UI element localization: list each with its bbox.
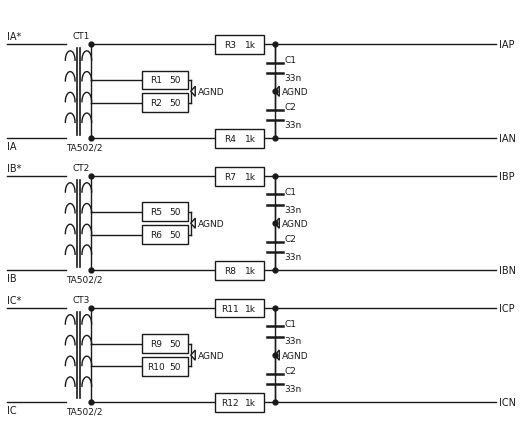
Text: IC: IC [7,405,16,415]
Text: C2: C2 [284,234,296,243]
Polygon shape [191,219,195,229]
Text: R8: R8 [224,266,236,275]
Text: 33n: 33n [284,205,302,214]
Polygon shape [191,87,195,97]
Polygon shape [275,350,279,360]
Text: TA502/2: TA502/2 [66,143,103,152]
Text: R3: R3 [224,41,236,49]
Text: 50: 50 [170,339,181,349]
Text: C2: C2 [284,366,296,375]
Text: IA*: IA* [7,32,21,42]
Text: CT2: CT2 [73,164,90,173]
Text: R6: R6 [150,230,162,240]
Text: IBN: IBN [499,266,516,276]
Text: 50: 50 [170,99,181,108]
Text: 33n: 33n [284,252,302,261]
Bar [215,299,264,318]
Text: ICP: ICP [499,304,514,313]
Text: R9: R9 [150,339,162,349]
Text: CT3: CT3 [72,296,90,304]
Bar [215,261,264,280]
Text: AGND: AGND [198,219,224,228]
Bar [142,226,188,244]
Text: TA502/2: TA502/2 [66,275,103,283]
Text: IAP: IAP [499,40,514,50]
Text: 50: 50 [170,208,181,217]
Polygon shape [275,219,279,229]
Text: R2: R2 [150,99,162,108]
Text: 33n: 33n [284,384,302,393]
Text: 1k: 1k [245,304,256,313]
Text: C1: C1 [284,56,296,65]
Text: IC*: IC* [7,296,21,305]
Text: 1k: 1k [245,266,256,275]
Bar [142,335,188,353]
Bar [142,203,188,222]
Text: R7: R7 [224,172,236,181]
Text: 33n: 33n [284,120,302,130]
Text: C1: C1 [284,187,296,196]
Text: C1: C1 [284,319,296,328]
Text: IAN: IAN [499,134,516,144]
Text: 50: 50 [170,362,181,371]
Text: 1k: 1k [245,172,256,181]
Text: 50: 50 [170,76,181,85]
Text: CT1: CT1 [72,32,90,41]
Text: AGND: AGND [282,88,309,96]
Text: 33n: 33n [284,74,302,82]
Text: AGND: AGND [198,351,224,360]
Bar [215,35,264,54]
Text: AGND: AGND [282,219,309,228]
Text: 1k: 1k [245,41,256,49]
Text: R5: R5 [150,208,162,217]
Bar [215,393,264,412]
Text: IBP: IBP [499,172,514,182]
Text: C2: C2 [284,102,296,112]
Text: AGND: AGND [282,351,309,360]
Text: IA: IA [7,142,16,152]
Text: R11: R11 [221,304,239,313]
Text: R4: R4 [224,134,236,144]
Text: ICN: ICN [499,397,516,407]
Text: 1k: 1k [245,398,256,407]
Bar [142,71,188,90]
Text: AGND: AGND [198,88,224,96]
Text: IB*: IB* [7,164,21,174]
Polygon shape [275,87,279,97]
Text: IB: IB [7,273,16,283]
Text: TA502/2: TA502/2 [66,406,103,415]
Bar [215,167,264,186]
Text: R10: R10 [147,362,165,371]
Bar [215,130,264,148]
Text: 33n: 33n [284,337,302,346]
Text: R1: R1 [150,76,162,85]
Bar [142,357,188,376]
Bar [142,94,188,113]
Text: R12: R12 [221,398,239,407]
Text: 50: 50 [170,230,181,240]
Text: 1k: 1k [245,134,256,144]
Polygon shape [191,350,195,360]
